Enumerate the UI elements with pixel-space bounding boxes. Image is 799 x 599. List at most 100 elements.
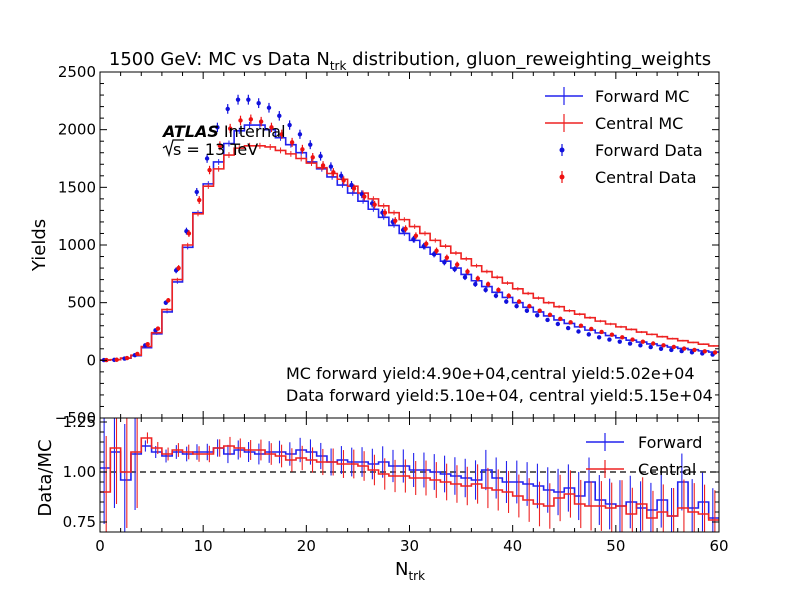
ratio-ytick-label: 1.25 xyxy=(63,413,96,431)
data-point xyxy=(586,332,592,337)
main-axes: −500 0 500 1000 1500 2000 2500 xyxy=(55,63,720,427)
data-point xyxy=(248,117,254,122)
data-point xyxy=(524,308,530,313)
data-point xyxy=(411,237,416,242)
main-legend: Forward MC Central MC Forward Data Central … xyxy=(545,87,703,187)
data-point xyxy=(328,164,334,169)
data-point xyxy=(300,147,305,152)
data-point xyxy=(431,252,437,257)
data-point xyxy=(424,241,429,247)
data-point xyxy=(308,142,313,147)
data-point xyxy=(589,326,594,332)
energy-label: s = 13 TeV xyxy=(162,139,258,159)
chart-title: 1500 GeV: MC vs Data Ntrk distribution, … xyxy=(109,49,711,73)
main-ytick-label: 1000 xyxy=(58,236,96,254)
data-point xyxy=(341,178,346,183)
ratio-series-central xyxy=(100,418,719,532)
series-central-mc xyxy=(100,142,719,361)
data-point xyxy=(669,347,674,353)
data-point xyxy=(671,344,677,350)
data-point xyxy=(452,267,457,272)
data-point xyxy=(493,293,499,298)
data-point xyxy=(266,105,272,110)
data-point xyxy=(339,173,344,178)
ratio-ylabel: Data/MC xyxy=(35,439,56,516)
legend-entry: Central MC xyxy=(545,114,683,133)
data-point xyxy=(658,346,664,351)
data-point xyxy=(444,255,450,260)
ratio-legend-entry: Forward xyxy=(586,433,702,452)
data-point xyxy=(596,335,602,340)
ratio-legend-entry: Central xyxy=(586,460,696,479)
data-point xyxy=(648,344,653,350)
data-point xyxy=(558,316,563,322)
data-point xyxy=(702,349,707,354)
series-central-data xyxy=(104,114,718,363)
data-point xyxy=(145,341,150,347)
data-point xyxy=(434,248,439,253)
legend-point-marker xyxy=(559,147,565,153)
data-point xyxy=(279,132,284,137)
data-point xyxy=(362,194,367,199)
data-point xyxy=(287,122,292,128)
data-point xyxy=(537,308,542,313)
legend-entry: Central Data xyxy=(559,168,697,187)
ratio-xtick-label: 60 xyxy=(709,537,728,555)
data-point xyxy=(393,218,398,223)
ratio-axes: 0 10 20 30 40 50 60 0.75 1.00 1.25 xyxy=(63,413,729,555)
data-point xyxy=(638,343,643,348)
data-point xyxy=(547,312,553,317)
data-point xyxy=(320,163,326,168)
data-point xyxy=(297,132,303,137)
data-point xyxy=(527,303,532,309)
data-point xyxy=(166,298,171,303)
legend-label: Central Data xyxy=(595,168,697,187)
data-point xyxy=(403,226,408,232)
data-point xyxy=(382,210,388,215)
data-point xyxy=(186,231,192,236)
data-point xyxy=(372,202,377,207)
data-point xyxy=(681,346,687,351)
data-point xyxy=(609,332,615,337)
main-ytick-label: 2500 xyxy=(58,63,96,81)
data-point xyxy=(246,97,251,102)
data-point xyxy=(289,140,295,145)
data-point xyxy=(351,186,357,191)
data-point xyxy=(565,325,571,331)
data-point xyxy=(227,126,233,131)
data-point xyxy=(473,282,478,287)
ratio-legend: Forward Central xyxy=(586,433,702,479)
data-point xyxy=(114,357,119,362)
data-point xyxy=(504,299,509,304)
data-point xyxy=(124,355,130,361)
data-point xyxy=(617,339,622,344)
data-point xyxy=(442,260,447,265)
data-point xyxy=(485,282,491,287)
data-point xyxy=(650,341,656,346)
data-point xyxy=(207,167,212,173)
data-point xyxy=(607,337,612,342)
legend-label: Forward MC xyxy=(595,87,689,106)
svg-text:s = 13 TeV: s = 13 TeV xyxy=(173,140,258,159)
data-point xyxy=(318,153,323,159)
ratio-ytick-label: 1.00 xyxy=(63,463,96,481)
main-ylabel: Yields xyxy=(29,219,50,272)
data-point xyxy=(578,323,584,328)
data-point xyxy=(599,329,604,335)
ratio-panel-frame xyxy=(99,417,720,533)
data-point xyxy=(215,125,220,130)
legend-label: Forward xyxy=(638,433,702,452)
data-point xyxy=(576,329,581,334)
sqrt-symbol xyxy=(162,139,184,158)
data-point xyxy=(204,156,210,161)
data-point xyxy=(331,170,336,175)
atlas-label: ATLAS Internal xyxy=(161,122,286,141)
data-point xyxy=(269,125,274,130)
data-point xyxy=(555,321,561,327)
legend-label: Central xyxy=(638,460,696,479)
ratio-step-line xyxy=(100,437,719,521)
ratio-ytick-label: 0.75 xyxy=(63,513,96,531)
data-point xyxy=(197,197,202,203)
main-ytick-label: 0 xyxy=(86,351,96,369)
